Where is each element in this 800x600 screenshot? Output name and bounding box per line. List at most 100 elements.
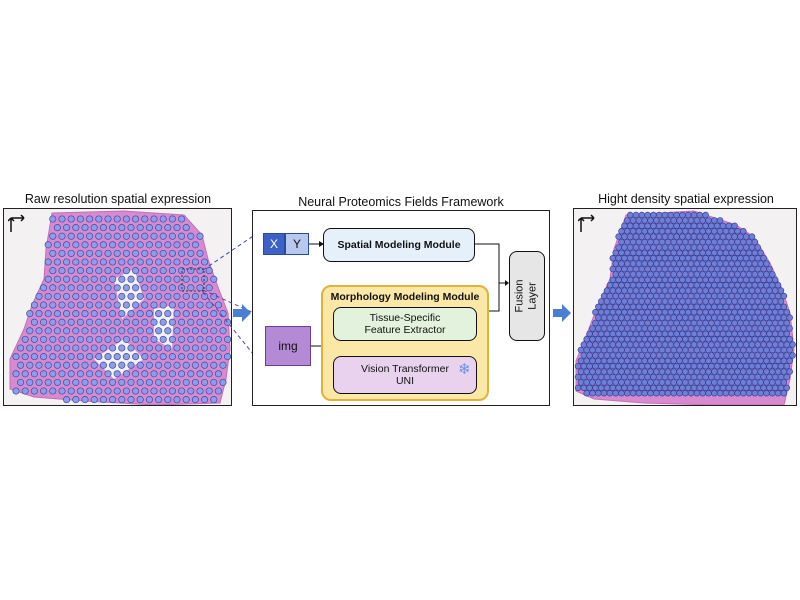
dense-spot — [673, 222, 680, 229]
fusion-line2: Layer — [527, 282, 539, 310]
dense-spot — [743, 384, 750, 392]
dense-spot — [760, 254, 767, 262]
dense-spot — [679, 341, 686, 348]
dense-spot — [719, 308, 727, 316]
dense-spot — [609, 287, 616, 294]
raw-spot — [210, 378, 218, 386]
raw-spot — [164, 241, 172, 249]
raw-spot — [67, 301, 75, 309]
dense-spot — [708, 244, 715, 251]
dense-spot — [699, 335, 706, 343]
raw-spot — [132, 370, 140, 378]
dense-spot — [653, 379, 660, 386]
raw-spot — [44, 241, 52, 249]
zoom-region-box — [181, 268, 205, 292]
dense-spot — [647, 260, 654, 267]
dense-spot — [603, 319, 611, 327]
dense-spot — [653, 249, 660, 256]
dense-spot — [644, 319, 651, 327]
raw-spot — [90, 224, 98, 232]
dense-spot — [644, 330, 651, 338]
raw-spot — [155, 378, 163, 386]
dense-spot — [702, 352, 709, 359]
dense-spot — [743, 233, 750, 240]
dense-spot — [687, 357, 695, 365]
dense-spot — [702, 363, 709, 370]
dense-spot — [612, 249, 619, 256]
raw-spot — [187, 318, 195, 326]
dense-spot — [766, 308, 773, 316]
raw-spot — [132, 301, 140, 309]
raw-spot — [58, 335, 66, 343]
dense-spot — [708, 319, 715, 327]
dense-spot — [603, 287, 611, 294]
raw-spot — [81, 396, 89, 404]
dense-spot — [644, 211, 651, 219]
dense-spot — [702, 373, 709, 381]
dense-spot — [676, 228, 683, 235]
dense-spot — [612, 281, 619, 289]
raw-spot — [86, 318, 94, 326]
dense-spot — [635, 314, 643, 321]
dense-spot — [748, 319, 756, 327]
dense-spot — [664, 314, 672, 321]
dense-spot — [655, 319, 663, 327]
dense-spot — [650, 308, 657, 316]
dense-spot — [696, 352, 704, 359]
raw-spot — [178, 249, 186, 257]
raw-spot — [109, 361, 117, 369]
dense-spot — [743, 244, 750, 251]
dense-spot — [708, 276, 715, 284]
dense-spot — [740, 368, 747, 375]
raw-spot — [44, 361, 52, 369]
dense-spot — [716, 303, 724, 311]
raw-spot — [205, 387, 213, 395]
dense-spot — [635, 335, 643, 343]
dense-spot — [693, 281, 701, 289]
raw-spot — [173, 310, 181, 318]
raw-spot — [182, 292, 190, 300]
dense-spot — [667, 233, 675, 240]
dense-spot — [719, 233, 727, 240]
raw-spot — [150, 215, 158, 223]
dense-spot — [606, 314, 614, 321]
raw-spot — [63, 224, 71, 232]
dense-spot — [600, 314, 608, 321]
raw-spot — [159, 353, 167, 361]
dense-spot — [684, 265, 692, 273]
raw-spot — [72, 361, 80, 369]
raw-spot — [49, 318, 57, 326]
raw-spot — [49, 301, 57, 309]
raw-spot — [53, 327, 61, 335]
dense-spot — [690, 363, 698, 370]
dense-spot — [612, 379, 619, 386]
dense-spot — [626, 363, 634, 370]
dense-spot — [664, 357, 672, 365]
raw-spot — [49, 353, 57, 361]
dense-spot — [748, 341, 756, 348]
dense-spot — [679, 384, 686, 392]
dense-spot — [682, 303, 689, 311]
dense-spot — [716, 249, 724, 256]
dense-spot — [708, 265, 715, 273]
raw-spot — [63, 292, 71, 300]
raw-spot — [113, 232, 121, 240]
dense-spot — [696, 363, 704, 370]
raw-spot — [35, 378, 43, 386]
dense-spot — [664, 346, 672, 354]
dense-spot — [589, 368, 596, 375]
dense-spot — [658, 379, 666, 386]
dense-spot — [589, 357, 596, 365]
dense-spot — [624, 335, 631, 343]
raw-spot — [81, 241, 89, 249]
raw-spot — [95, 232, 103, 240]
dense-spot — [600, 325, 608, 332]
raw-spot — [150, 353, 158, 361]
dense-spot — [705, 335, 712, 343]
raw-spot — [95, 267, 103, 275]
raw-spot — [196, 318, 204, 326]
dense-spot — [760, 352, 767, 359]
dense-spot — [609, 363, 616, 370]
raw-spot — [49, 387, 57, 395]
raw-spot — [90, 361, 98, 369]
